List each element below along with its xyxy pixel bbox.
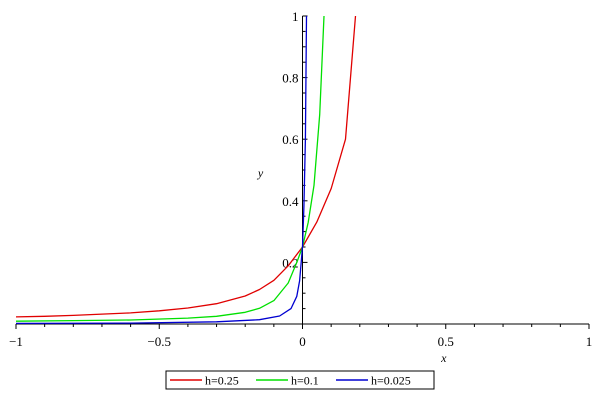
y-tick-label: 1 xyxy=(292,9,299,24)
series-line-2 xyxy=(15,15,325,322)
x-tick-label: 0 xyxy=(299,334,306,349)
y-tick-label: 0.4 xyxy=(282,194,299,209)
y-ticks: 0.20.40.60.81 xyxy=(282,9,308,310)
x-tick-label: 1 xyxy=(586,334,593,349)
x-ticks: −1 −0.5 0 0.5 1 xyxy=(9,324,592,349)
series-line-1 xyxy=(15,15,357,318)
legend-box xyxy=(165,370,435,390)
y-tick-label: 0.6 xyxy=(282,132,299,147)
x-tick-label: 0.5 xyxy=(438,334,454,349)
legend-label-2: h=0.1 xyxy=(291,374,319,388)
series-line-3 xyxy=(15,15,308,325)
legend-label-1: h=0.25 xyxy=(205,374,239,388)
x-tick-label: −0.5 xyxy=(147,334,171,349)
series-lines xyxy=(15,15,357,325)
y-axis-label: y xyxy=(257,166,264,180)
legend: h=0.25 h=0.1 h=0.025 xyxy=(165,370,435,390)
x-tick-label: −1 xyxy=(9,334,23,349)
y-tick-label: 0.8 xyxy=(282,71,298,86)
x-axis-label: x xyxy=(440,351,447,365)
legend-label-3: h=0.025 xyxy=(371,374,411,388)
